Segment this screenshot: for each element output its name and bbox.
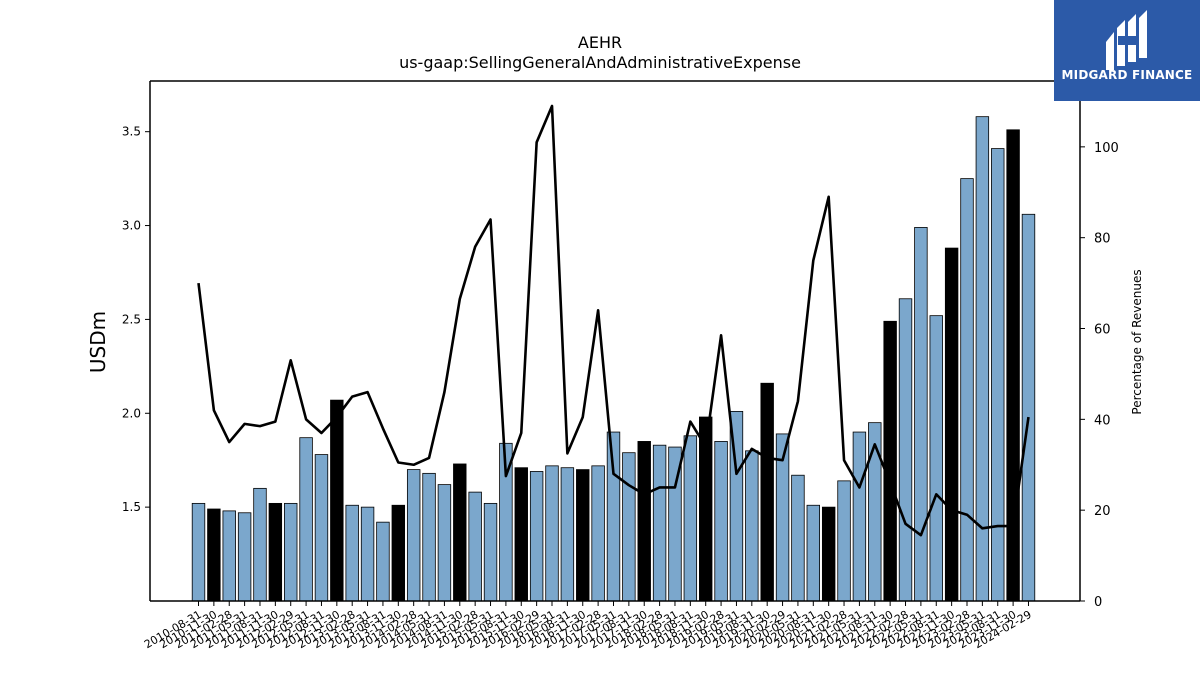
bar [852, 431, 867, 602]
bar [914, 227, 928, 602]
bar [683, 435, 698, 602]
bar [453, 463, 467, 602]
logo-text: MIDGARD FINANCE [1061, 68, 1193, 82]
y-tick-label: 2.5 [122, 312, 141, 326]
midgard-logo-icon [1106, 10, 1147, 70]
bar [960, 178, 974, 602]
bar [714, 441, 728, 602]
tick-labels: 1.52.02.53.03.50204060801002010-08-31201… [122, 125, 1119, 652]
bar [1021, 213, 1036, 602]
y2-tick-label: 40 [1094, 413, 1111, 428]
chart-subtitle: us-gaap:SellingGeneralAndAdministrativeE… [399, 53, 801, 72]
bar [576, 469, 590, 602]
y2-tick-label: 20 [1094, 504, 1111, 519]
y-tick-label: 2.0 [122, 406, 141, 420]
bar [791, 474, 805, 602]
y-tick-label: 3.0 [122, 219, 141, 233]
bar [868, 422, 882, 602]
axes [149, 80, 1081, 602]
bar [330, 399, 344, 602]
bar [898, 298, 913, 602]
bar [991, 148, 1005, 602]
bar [1006, 129, 1020, 602]
bar [529, 471, 544, 602]
bar [821, 506, 836, 602]
bar [652, 444, 667, 602]
bar [606, 431, 621, 602]
chart-title: AEHR [577, 33, 623, 52]
bar [545, 465, 559, 602]
y-tick-label: 3.5 [122, 125, 141, 139]
bar [422, 472, 436, 602]
bar [637, 441, 651, 602]
bar [591, 465, 605, 602]
bar [314, 454, 329, 602]
midgard-finance-logo: MIDGARD FINANCE [1054, 0, 1200, 101]
bar [406, 469, 421, 602]
bar [360, 506, 375, 602]
bar [483, 502, 498, 602]
bar [207, 508, 221, 602]
bar [376, 521, 390, 602]
bar [284, 502, 298, 602]
bar [560, 467, 575, 602]
bar [806, 504, 821, 602]
bar [929, 315, 943, 602]
bar [191, 502, 206, 602]
bar [837, 480, 851, 602]
y2-tick-label: 100 [1094, 141, 1119, 156]
y2-tick-label: 80 [1094, 232, 1111, 247]
bar [437, 484, 452, 602]
bar [237, 512, 252, 602]
y-tick-label: 1.5 [122, 500, 141, 514]
bar [883, 320, 897, 602]
y-axis-label: USDm [86, 311, 110, 373]
bar [345, 504, 359, 602]
y2-axis-label: Percentage of Revenues [1130, 269, 1144, 414]
y2-tick-label: 0 [1094, 595, 1102, 610]
bar-series [191, 116, 1036, 602]
bar [514, 467, 528, 602]
bar [760, 382, 774, 602]
line-series [197, 104, 1030, 537]
bar [268, 502, 283, 602]
bar [944, 247, 959, 602]
bar [299, 437, 313, 602]
bar [391, 504, 406, 602]
y2-tick-label: 60 [1094, 323, 1111, 338]
bar [468, 491, 482, 602]
bar [622, 452, 636, 602]
bar [253, 487, 267, 602]
bar [745, 450, 759, 602]
bar [222, 510, 236, 602]
revenue-pct-line [197, 104, 1030, 537]
